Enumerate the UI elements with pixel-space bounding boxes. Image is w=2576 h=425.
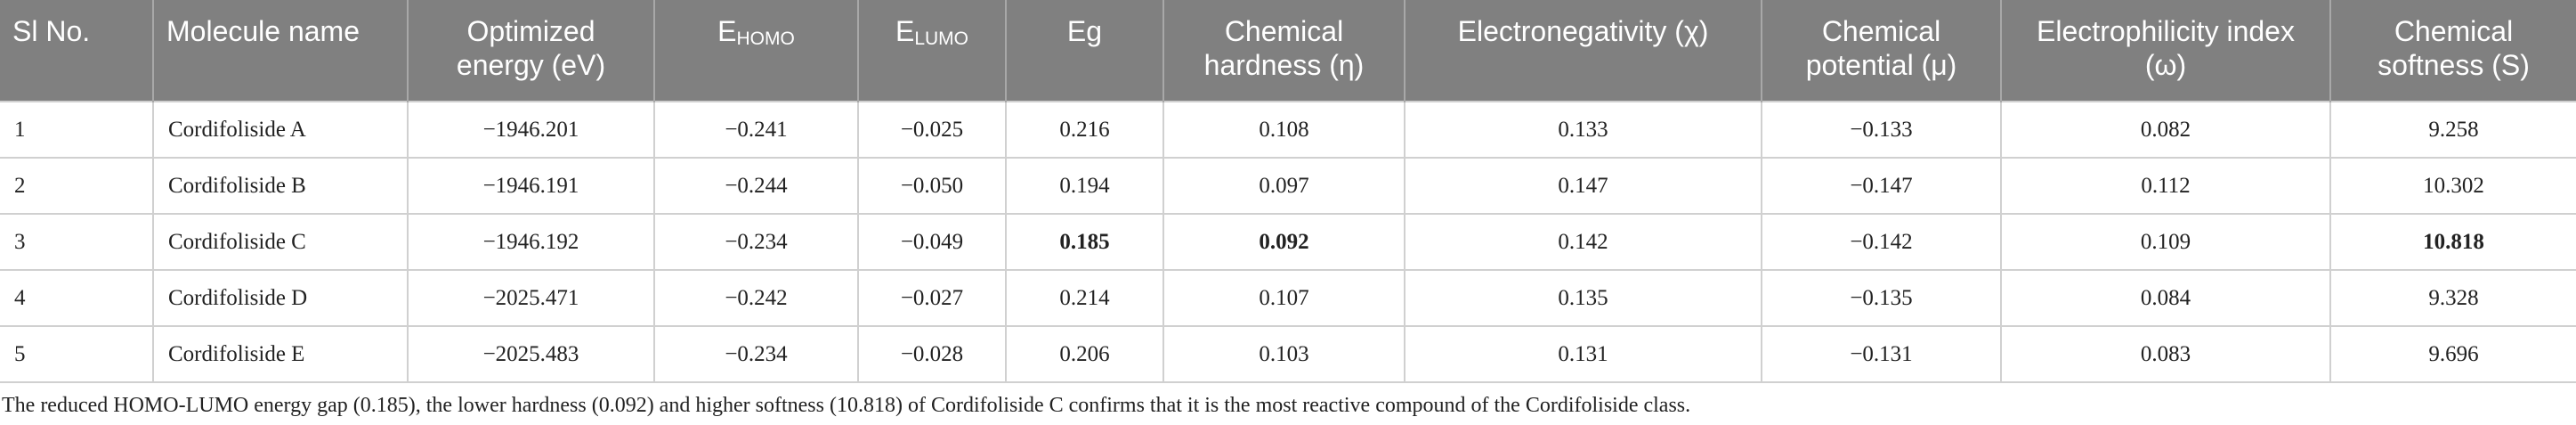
table-cell: −0.242 xyxy=(653,269,859,327)
table-cell: 0.135 xyxy=(1404,269,1762,327)
table-cell: 0.214 xyxy=(1005,269,1164,327)
column-header: EHOMO xyxy=(653,0,858,102)
header-subscript: LUMO xyxy=(914,29,969,49)
table-row: 1 Cordifoliside A −1946.201 −0.241 −0.025 0.2… xyxy=(0,101,2576,159)
table-cell: 10.818 xyxy=(2329,213,2576,271)
table-cell: Cordifoliside E xyxy=(152,325,409,383)
column-header: Chemical potential (μ) xyxy=(1761,0,2001,102)
table-cell: 5 xyxy=(0,325,154,383)
table-cell: 0.097 xyxy=(1162,157,1405,215)
table-cell: −0.131 xyxy=(1761,325,2002,383)
table-cell: 1 xyxy=(0,101,154,159)
table-row: 5 Cordifoliside E −2025.483 −0.234 −0.028 0.2… xyxy=(0,325,2576,383)
table-cell: 2 xyxy=(0,157,154,215)
table-cell: −0.028 xyxy=(857,325,1007,383)
table-cell: Cordifoliside B xyxy=(152,157,409,215)
table-cell: 9.258 xyxy=(2329,101,2576,159)
table-row: 2 Cordifoliside B −1946.191 −0.244 −0.050 0.1… xyxy=(0,157,2576,215)
column-header: Optimized energy (eV) xyxy=(407,0,654,102)
column-header: Molecule name xyxy=(152,0,408,102)
data-table: Sl No. Molecule name Optimized energy (eV)… xyxy=(0,0,2576,383)
table-cell: −0.241 xyxy=(653,101,859,159)
table-cell: 9.696 xyxy=(2329,325,2576,383)
table-cell: −0.025 xyxy=(857,101,1007,159)
table-cell: Cordifoliside A xyxy=(152,101,409,159)
table-cell: −0.234 xyxy=(653,213,859,271)
table-cell: 0.131 xyxy=(1404,325,1762,383)
table-cell: 3 xyxy=(0,213,154,271)
table-row: 3 Cordifoliside C −1946.192 −0.234 −0.049 0.1… xyxy=(0,213,2576,271)
table-cell: Cordifoliside C xyxy=(152,213,409,271)
table-cell: 0.185 xyxy=(1005,213,1164,271)
table-cell: 9.328 xyxy=(2329,269,2576,327)
column-header: Eg xyxy=(1005,0,1163,102)
table-cell: −0.244 xyxy=(653,157,859,215)
table-cell: −2025.471 xyxy=(407,269,655,327)
table-cell: −0.050 xyxy=(857,157,1007,215)
table-cell: 0.107 xyxy=(1162,269,1405,327)
table-row: 4 Cordifoliside D −2025.471 −0.242 −0.027 0.2… xyxy=(0,269,2576,327)
table-cell: −0.133 xyxy=(1761,101,2002,159)
header-subscript: HOMO xyxy=(736,29,795,49)
table-cell: 0.194 xyxy=(1005,157,1164,215)
table-cell: 0.083 xyxy=(2000,325,2331,383)
table-body: 1 Cordifoliside A −1946.201 −0.241 −0.025 0.2… xyxy=(0,101,2576,383)
table-cell: 0.109 xyxy=(2000,213,2331,271)
header-text: E xyxy=(717,15,737,47)
column-header: Sl No. xyxy=(0,0,153,102)
footnote: The reduced HOMO-LUMO energy gap (0.185)… xyxy=(2,394,1691,417)
table-cell: −2025.483 xyxy=(407,325,655,383)
header-row: Sl No. Molecule name Optimized energy (eV)… xyxy=(0,0,2576,102)
table-cell: −0.234 xyxy=(653,325,859,383)
table-cell: Cordifoliside D xyxy=(152,269,409,327)
table-cell: 0.084 xyxy=(2000,269,2331,327)
table-cell: 0.147 xyxy=(1404,157,1762,215)
table-cell: 0.206 xyxy=(1005,325,1164,383)
table-cell: −0.027 xyxy=(857,269,1007,327)
table-cell: −0.147 xyxy=(1761,157,2002,215)
table-cell: 4 xyxy=(0,269,154,327)
table-cell: 10.302 xyxy=(2329,157,2576,215)
table-cell: −0.142 xyxy=(1761,213,2002,271)
table-cell: 0.142 xyxy=(1404,213,1762,271)
table-cell: 0.133 xyxy=(1404,101,1762,159)
table-header: Sl No. Molecule name Optimized energy (eV)… xyxy=(0,0,2576,102)
table-cell: 0.082 xyxy=(2000,101,2331,159)
table-cell: 0.103 xyxy=(1162,325,1405,383)
header-text: E xyxy=(895,15,915,47)
table-cell: 0.108 xyxy=(1162,101,1405,159)
table-cell: −1946.201 xyxy=(407,101,655,159)
column-header: ELUMO xyxy=(857,0,1006,102)
column-header: Electrophilicity index (ω) xyxy=(2000,0,2330,102)
table-cell: 0.216 xyxy=(1005,101,1164,159)
table-cell: 0.092 xyxy=(1162,213,1405,271)
table-cell: −1946.192 xyxy=(407,213,655,271)
column-header: Chemical hardness (η) xyxy=(1162,0,1405,102)
table-cell: −1946.191 xyxy=(407,157,655,215)
table-cell: 0.112 xyxy=(2000,157,2331,215)
table-cell: −0.135 xyxy=(1761,269,2002,327)
column-header: Electronegativity (χ) xyxy=(1404,0,1762,102)
column-header: Chemical softness (S) xyxy=(2329,0,2576,102)
table-cell: −0.049 xyxy=(857,213,1007,271)
